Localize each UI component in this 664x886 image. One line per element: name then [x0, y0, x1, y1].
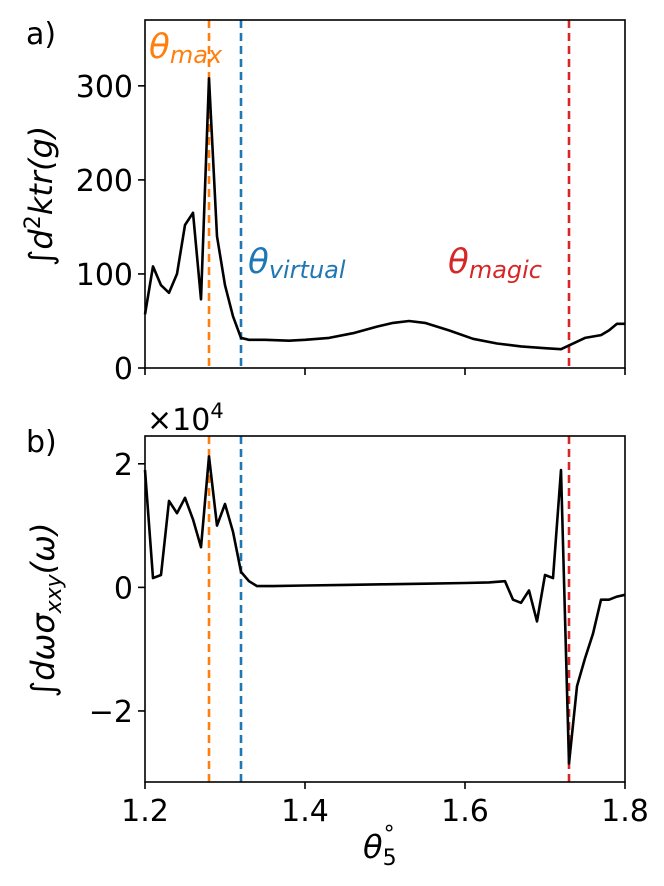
panel-a-y-tick-label-3: 300	[76, 70, 133, 105]
panel-b-y-ticks: −2 0 2	[89, 448, 145, 730]
panel-a-y-integral: ∫	[22, 250, 60, 267]
panel-a-threshold-lines	[207, 20, 571, 368]
panel-b-y-sub: xxy	[42, 573, 67, 614]
theta-max-symbol: θ	[149, 27, 170, 67]
theta-virtual-symbol: θ	[248, 242, 269, 282]
theta-max-subscript: max	[170, 41, 223, 69]
panel-b-y-tick-label-1: 0	[114, 571, 133, 606]
x-axis-theta: θ	[363, 828, 383, 866]
x-axis-degree: °	[384, 822, 395, 847]
panel-a-axes-frame	[144, 19, 626, 369]
panel-b-y-main: dωσ	[24, 612, 62, 681]
panel-b-y-integral: ∫	[24, 681, 62, 698]
x-axis-label: θ5°	[363, 822, 397, 871]
panel-b-offset-text: ×104	[147, 399, 224, 438]
panel-b-axes-frame	[144, 435, 626, 783]
panel-b-threshold-lines	[207, 436, 571, 782]
panel-b-x-ticks: 1.2 1.4 1.6 1.8	[121, 782, 649, 829]
theta-max-annotation: θmax	[149, 27, 223, 69]
theta-magic-subscript: magic	[469, 256, 542, 284]
panel-a-y-tick-label-0: 0	[114, 352, 133, 387]
panel-b-y-tick-label-2: 2	[114, 448, 133, 483]
panel-a-y-ticks: 0 100 200 300	[76, 70, 145, 387]
panel-b-x-tick-label-1: 1.4	[281, 794, 329, 829]
panel-b-offset-base: ×10	[147, 403, 210, 438]
panel-a-y-rest: ktr(g)	[22, 126, 60, 216]
panel-b-x-tick-label-2: 1.6	[441, 794, 489, 829]
theta-magic-symbol: θ	[448, 242, 469, 282]
panel-a-y-main: d	[22, 229, 60, 250]
theta-virtual-subscript: virtual	[269, 256, 346, 284]
panel-b-x-tick-label-3: 1.8	[601, 794, 649, 829]
panel-a-y-sup: 2	[21, 215, 46, 229]
panel-a-y-axis-label: ∫d2ktr(g)	[21, 126, 60, 267]
panel-b-label: b)	[26, 425, 57, 460]
panel-a-y-tick-label-2: 200	[76, 164, 133, 199]
panel-a-y-tick-label-1: 100	[76, 258, 133, 293]
panel-b-y-rest: (ω)	[24, 523, 62, 575]
theta-magic-annotation: θmagic	[448, 242, 542, 284]
panel-b-y-axis-label: ∫dωσxxy(ω)	[24, 523, 67, 698]
x-axis-subscript: 5	[383, 846, 397, 871]
panel-a-x-ticks	[144, 368, 626, 375]
panel-b-y-tick-label-0: −2	[89, 695, 133, 730]
panel-a-label: a)	[26, 17, 56, 52]
panel-b-offset-exponent: 4	[210, 399, 223, 423]
panel-b: b) ×104 −2 0 2 1.2 1.4 1.6 1.8 ∫dωσxxy(ω) θ5°	[24, 399, 649, 871]
theta-virtual-annotation: θvirtual	[248, 242, 346, 284]
panel-a-data-line	[143, 77, 625, 351]
panel-b-x-tick-label-0: 1.2	[121, 794, 169, 829]
panel-b-data-line	[143, 455, 626, 765]
